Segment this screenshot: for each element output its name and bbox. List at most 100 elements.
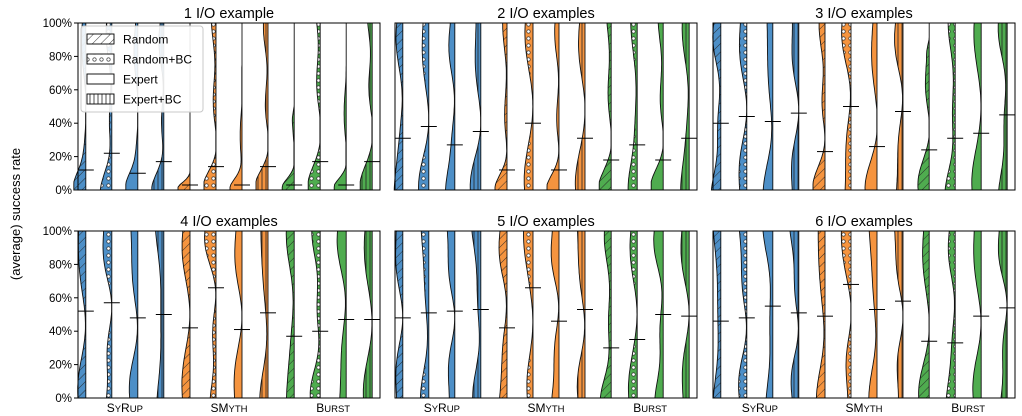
violin-pattern: [680, 23, 690, 190]
violin-outline: [546, 22, 560, 191]
panel: 3 I/O examples: [710, 6, 1016, 191]
x-category-label: BURST: [316, 401, 350, 415]
panel: 6 I/O examples SYRUP SMYTH BURST: [712, 214, 1016, 415]
x-category-label: SYRUP: [107, 401, 143, 415]
violin-pattern: [395, 231, 403, 398]
violin-pattern: [204, 231, 216, 398]
violin-outline: [840, 230, 852, 399]
violin-body: [337, 231, 347, 398]
violin-outline: [255, 22, 269, 191]
violin-outline: [762, 22, 774, 191]
legend-swatch: [86, 53, 115, 65]
violin-outline: [446, 230, 456, 399]
violin-outline: [627, 22, 638, 191]
violin-body: [653, 231, 664, 398]
legend-swatch: [86, 33, 115, 45]
violin-outline: [576, 230, 586, 399]
violin-pattern: [841, 231, 851, 398]
violin-pattern: [791, 23, 799, 190]
violin-pattern: [523, 231, 533, 398]
violin-pattern: [310, 231, 321, 398]
violin-outline: [469, 22, 482, 191]
violin-body: [230, 23, 242, 190]
violin-pattern: [790, 231, 799, 398]
violin-outline: [997, 22, 1008, 191]
violin-outline: [918, 230, 930, 399]
y-tick-label: 40%: [49, 118, 72, 130]
violin-outline: [102, 230, 113, 399]
violin-pattern: [282, 23, 295, 190]
violin-outline: [362, 230, 373, 399]
violin-outline: [599, 230, 612, 399]
violin-outline: [972, 230, 982, 399]
violin-pattern: [524, 23, 533, 190]
violin-body: [651, 23, 664, 190]
legend-box: [80, 25, 204, 113]
y-tick-label: 60%: [49, 85, 72, 97]
violin-pattern: [470, 23, 481, 190]
x-category-label: SMYTH: [211, 401, 248, 415]
violin-outline: [680, 230, 690, 399]
violin-outline: [204, 230, 217, 399]
violin-outline: [653, 230, 664, 399]
legend-swatch-pattern: [87, 94, 114, 104]
violin-outline: [471, 230, 482, 399]
violin-outline: [650, 22, 664, 191]
violin-pattern: [841, 23, 851, 190]
legend-label: Expert: [123, 73, 158, 87]
panel-title: 6 I/O examples: [815, 214, 913, 230]
violin-pattern: [998, 231, 1008, 398]
violin-outline: [445, 22, 456, 191]
violin-outline: [307, 22, 321, 191]
violin-pattern: [360, 23, 373, 190]
panel-title: 1 I/O example: [184, 6, 274, 22]
violin-pattern: [628, 231, 638, 398]
violin-pattern: [894, 231, 903, 398]
violin-outline: [155, 230, 165, 399]
legend-label: Random: [123, 33, 168, 47]
legend-label: Random+BC: [123, 53, 192, 67]
violin-pattern: [813, 23, 825, 190]
y-tick-label: 0%: [55, 185, 72, 197]
violin-pattern: [681, 231, 690, 398]
violin-body: [763, 231, 773, 398]
violin-outline: [281, 22, 295, 191]
violin-outline: [309, 230, 321, 399]
violin-pattern: [308, 23, 321, 190]
violin-pattern: [575, 23, 585, 190]
violin-pattern: [713, 231, 721, 398]
violin-outline: [418, 22, 430, 191]
violin-pattern: [256, 23, 268, 190]
violin-pattern: [495, 23, 507, 190]
violin-outline: [894, 22, 904, 191]
violin-pattern: [394, 23, 403, 190]
x-category-label: SMYTH: [846, 401, 883, 415]
y-tick-label: 0%: [55, 393, 72, 405]
legend-label: Expert+BC: [123, 93, 182, 107]
violin-pattern: [711, 23, 721, 190]
violin-outline: [815, 230, 826, 399]
violin-outline: [864, 22, 878, 191]
violin-body: [763, 23, 773, 190]
panel-title: 4 I/O examples: [180, 214, 278, 230]
panel-title: 5 I/O examples: [497, 214, 595, 230]
violin-pattern: [363, 231, 373, 398]
violin-pattern: [918, 231, 930, 398]
violin-outline: [971, 22, 982, 191]
panel: 5 I/O examples SYRUP SMYTH BURST: [394, 214, 698, 415]
violin-pattern: [998, 23, 1008, 190]
violin-pattern: [155, 231, 164, 398]
violin-body: [234, 231, 242, 398]
violin-outline: [791, 22, 800, 191]
violin-outline: [945, 230, 956, 399]
violin-outline: [285, 230, 295, 399]
violin-body: [445, 23, 455, 190]
legend-swatch: [86, 73, 115, 85]
panel-frame: [77, 230, 381, 399]
y-tick-label: 20%: [49, 152, 72, 164]
panel-frame: [394, 230, 698, 399]
violin-pattern: [420, 231, 429, 398]
violin-body: [282, 23, 295, 190]
violin-outline: [738, 230, 748, 399]
violin-pattern: [286, 231, 295, 398]
